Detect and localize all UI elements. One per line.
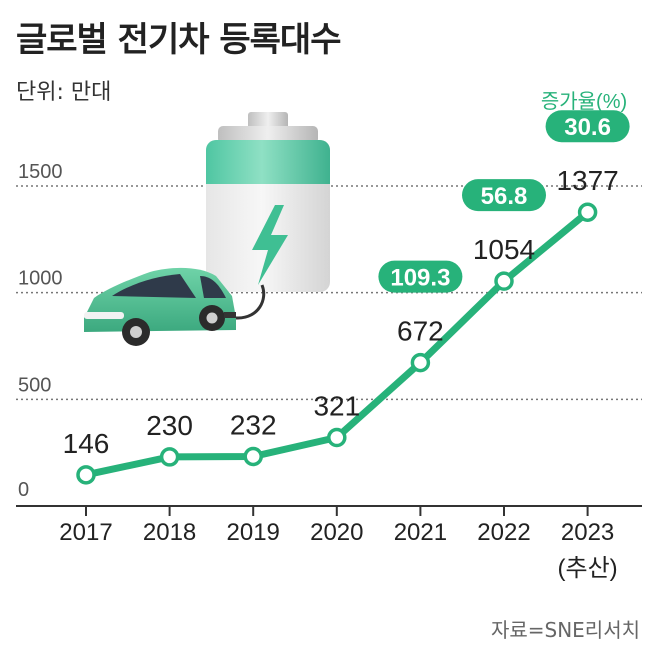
y-tick-label: 1000 [18, 268, 63, 290]
x-tick-label: 2019 [227, 519, 280, 546]
y-tick-label: 0 [18, 479, 29, 501]
data-label: 232 [230, 410, 277, 441]
y-tick-label: 1500 [18, 161, 63, 183]
growth-rate-badges: 증가율(%) 109.3 56.8 30.6 [378, 90, 630, 293]
data-label: 1377 [556, 165, 618, 196]
growth-badge [462, 179, 546, 212]
data-point [159, 447, 180, 467]
source-credit: 자료=SNE리서치 [490, 618, 640, 642]
data-point [410, 352, 431, 373]
growth-badge-label: 30.6 [564, 114, 611, 141]
data-labels: 146 230 232 321 672 1054 1377 [63, 165, 619, 459]
growth-badge-label: 109.3 [390, 265, 450, 292]
y-tick-label: 500 [18, 374, 51, 396]
chart-title: 글로벌 전기차 등록대수 [16, 20, 341, 60]
y-axis: 0 500 1000 1500 [18, 161, 63, 501]
data-label: 672 [397, 316, 444, 347]
data-point [76, 465, 96, 485]
data-label: 321 [313, 391, 360, 422]
x-tick-label: 2018 [143, 519, 196, 546]
data-label: 146 [63, 428, 110, 459]
data-points [76, 202, 598, 485]
growth-rate-header: 증가율(%) [541, 90, 627, 113]
battery-illustration [206, 112, 330, 320]
data-point [327, 427, 347, 448]
data-point [243, 446, 263, 467]
growth-badge [545, 110, 630, 143]
growth-badge-label: 56.8 [481, 183, 528, 210]
data-point [577, 202, 598, 222]
x-axis: 2017 2018 2019 2020 2021 2022 2023 (추산) [59, 506, 618, 582]
growth-badge [378, 260, 463, 293]
unit-label: 단위: 만대 [16, 80, 112, 105]
x-tick-label: 2017 [59, 519, 112, 546]
x-tick-label: 2023 [561, 519, 614, 546]
data-label: 1054 [473, 234, 535, 265]
data-point [494, 271, 514, 291]
x-tick-sublabel: (추산) [558, 555, 618, 582]
x-tick-label: 2021 [394, 519, 447, 546]
x-tick-label: 2020 [310, 519, 363, 546]
electric-car-icon [84, 267, 236, 346]
data-label: 230 [146, 410, 193, 441]
x-tick-label: 2022 [477, 519, 530, 546]
